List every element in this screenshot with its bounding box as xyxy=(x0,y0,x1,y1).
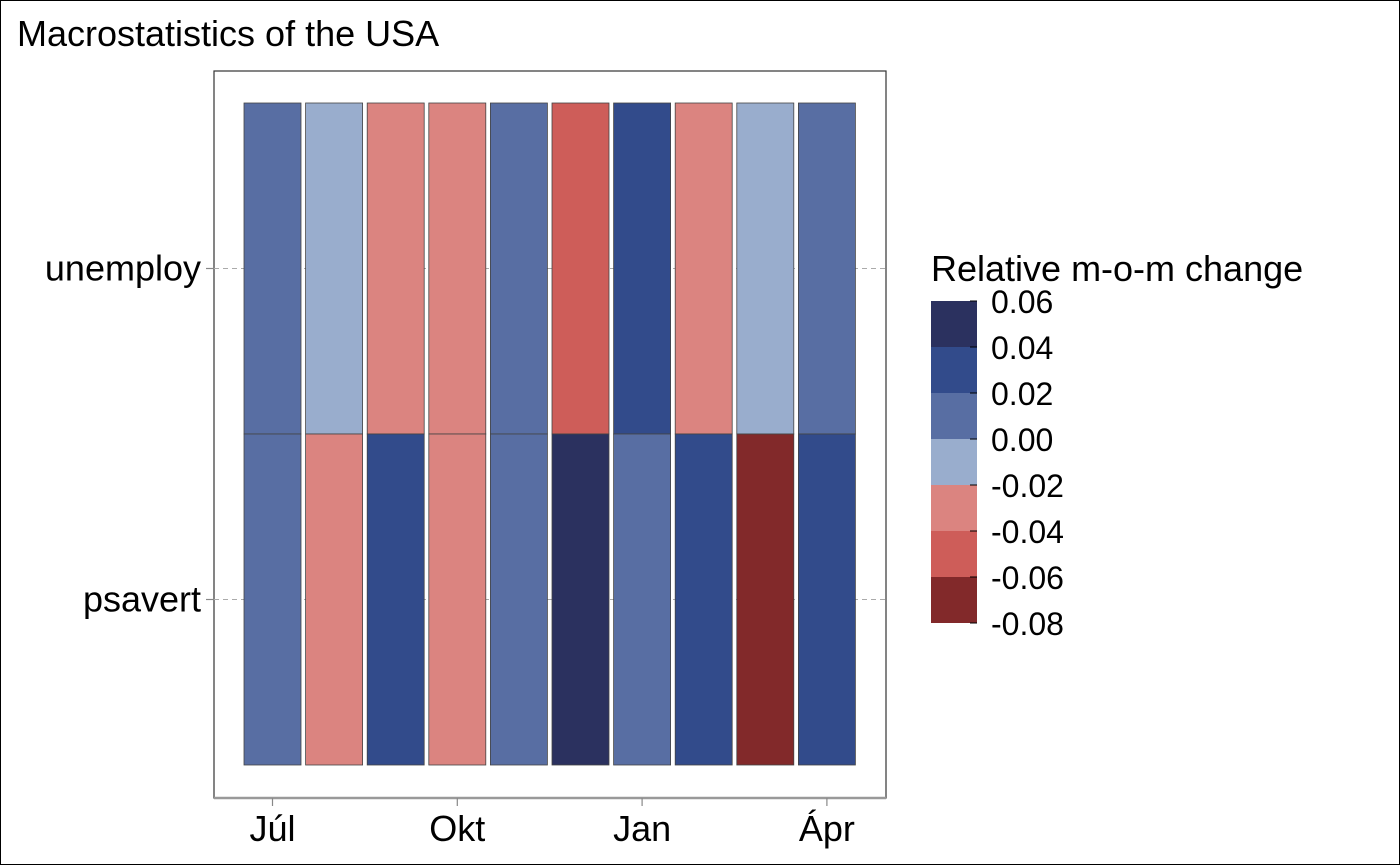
cell-psavert-6 xyxy=(551,433,610,766)
cell-psavert-1 xyxy=(243,433,302,766)
cell-psavert-5 xyxy=(489,433,548,766)
cell-unemploy-6 xyxy=(551,102,610,435)
legend-swatch-5 xyxy=(931,485,977,531)
legend-swatch-3 xyxy=(931,393,977,439)
y-tick-label-psavert: psavert xyxy=(83,579,201,620)
x-tick-label-Júl: Júl xyxy=(249,808,295,849)
heatmap-cells xyxy=(243,102,856,766)
cell-unemploy-9 xyxy=(736,102,795,435)
cell-psavert-9 xyxy=(736,433,795,766)
legend-label-8: -0.08 xyxy=(991,606,1064,642)
x-tick-label-Okt: Okt xyxy=(429,808,485,849)
legend-swatch-6 xyxy=(931,531,977,577)
legend-label-6: -0.04 xyxy=(991,514,1064,550)
cell-psavert-3 xyxy=(366,433,425,766)
y-axis: unemploy psavert xyxy=(45,248,214,620)
cell-unemploy-2 xyxy=(305,102,364,435)
cell-psavert-4 xyxy=(428,433,487,766)
cell-unemploy-3 xyxy=(366,102,425,435)
x-tick-label-Jan: Jan xyxy=(613,808,671,849)
legend-label-1: 0.06 xyxy=(991,284,1053,320)
legend-swatch-1 xyxy=(931,301,977,347)
chart-title: Macrostatistics of the USA xyxy=(17,13,439,54)
legend-label-2: 0.04 xyxy=(991,330,1053,366)
legend-label-4: 0.00 xyxy=(991,422,1053,458)
cell-psavert-10 xyxy=(798,433,856,766)
cell-unemploy-1 xyxy=(243,102,302,435)
y-tick-label-unemploy: unemploy xyxy=(45,248,201,289)
legend-label-3: 0.02 xyxy=(991,376,1053,412)
legend-title: Relative m-o-m change xyxy=(931,248,1303,289)
cell-unemploy-10 xyxy=(798,102,856,435)
legend-label-5: -0.02 xyxy=(991,468,1064,504)
cell-psavert-8 xyxy=(674,433,733,766)
x-axis: Júl Okt Jan Ápr xyxy=(214,796,886,849)
cell-psavert-2 xyxy=(305,433,364,766)
legend-swatch-2 xyxy=(931,347,977,393)
legend-swatch-7 xyxy=(931,577,977,623)
cell-unemploy-7 xyxy=(613,102,671,435)
cell-psavert-7 xyxy=(613,433,671,766)
cell-unemploy-8 xyxy=(674,102,733,435)
cell-unemploy-5 xyxy=(489,102,548,435)
legend: Relative m-o-m change 0.06 0.04 0.02 0.00 -0… xyxy=(931,248,1303,642)
cell-unemploy-4 xyxy=(428,102,487,435)
x-tick-label-Ápr: Ápr xyxy=(799,808,855,849)
legend-label-7: -0.06 xyxy=(991,560,1064,596)
legend-swatch-4 xyxy=(931,439,977,485)
